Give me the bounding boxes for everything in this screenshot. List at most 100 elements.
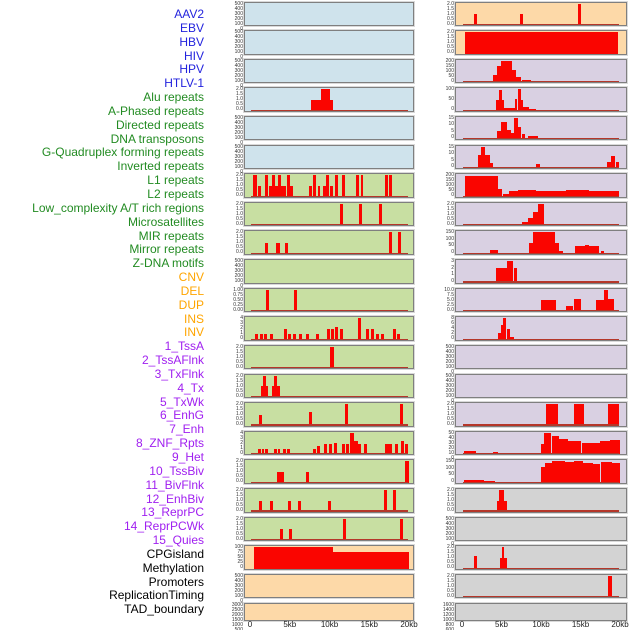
y-tick-value: 50 xyxy=(448,429,454,436)
track-label-l1-repeats: L1 repeats xyxy=(147,173,204,188)
track-label-directed-repeats: Directed repeats xyxy=(115,117,204,132)
y-tick-value: 1.0 xyxy=(447,411,454,418)
track-label-7-enh: 7_Enh xyxy=(169,422,204,437)
y-axis-ticks-z-dna-motifs: 2.0 1.5 1.0 0.5 0.0 xyxy=(223,516,243,541)
signal-bar xyxy=(574,299,581,312)
y-tick-value: 2500 xyxy=(231,606,243,613)
signal-bar xyxy=(258,414,263,426)
y-tick-value: 0.0 xyxy=(447,306,454,313)
y-tick-value: 0.5 xyxy=(447,502,454,509)
zero-baseline xyxy=(463,252,619,254)
signal-bar xyxy=(405,443,409,455)
y-tick-value: 4 xyxy=(451,325,454,332)
zero-baseline xyxy=(251,310,408,312)
y-tick-value: 200 xyxy=(445,387,454,394)
x-axis-tick-15kb: 15kb xyxy=(571,620,590,629)
y-tick-value: 1.0 xyxy=(236,353,243,360)
signal-bar xyxy=(389,175,393,197)
y-tick-value: 100 xyxy=(445,235,454,242)
signal-bar xyxy=(262,375,267,398)
signal-bar xyxy=(574,404,584,426)
y-tick-value: 200 xyxy=(234,587,243,594)
signal-bar xyxy=(289,529,293,541)
y-tick-value: 5.0 xyxy=(447,296,454,303)
y-tick-value: 0 xyxy=(240,25,243,32)
track-panel-hiv: 2.0 1.5 1.0 0.5 0.0 xyxy=(236,87,414,112)
y-tick-value: 20 xyxy=(448,444,454,451)
y-tick-value: 7.5 xyxy=(447,291,454,298)
y-tick-value: 300 xyxy=(445,353,454,360)
signal-bar xyxy=(474,14,478,25)
y-tick-value: 1.5 xyxy=(236,492,243,499)
y-tick-value: 100 xyxy=(445,182,454,189)
y-tick-value: 1 xyxy=(240,330,243,337)
track-panel-cnv: 100 75 50 25 0 xyxy=(235,545,414,570)
zero-baseline xyxy=(463,224,619,226)
signal-bar xyxy=(601,250,605,254)
y-tick-value: 0 xyxy=(240,283,243,290)
signal-bar xyxy=(305,334,310,340)
y-tick-value: 0.5 xyxy=(236,101,243,108)
signal-bar xyxy=(507,261,514,283)
y-tick-value: 100 xyxy=(445,535,454,542)
y-tick-value: 0 xyxy=(451,163,454,170)
y-tick-value: 0.0 xyxy=(447,20,454,27)
zero-baseline xyxy=(463,596,619,598)
signal-bar xyxy=(340,203,344,226)
signal-bar xyxy=(513,268,517,283)
track-panel-l1-repeats: 2.0 1.5 1.0 0.5 0.0 xyxy=(236,344,414,370)
y-tick-value: 0.0 xyxy=(236,507,243,514)
zero-baseline xyxy=(463,281,619,283)
y-tick-value: 2.0 xyxy=(236,172,243,179)
y-tick-value: 300 xyxy=(445,382,454,389)
y-tick-value: 200 xyxy=(234,15,243,22)
zero-baseline xyxy=(251,224,408,226)
y-tick-value: 0 xyxy=(240,54,243,61)
y-tick-value: 2.0 xyxy=(447,29,454,36)
y-tick-value: 50 xyxy=(237,554,243,561)
signal-bar xyxy=(277,472,285,483)
signal-bar xyxy=(504,557,508,569)
y-tick-value: 300 xyxy=(234,67,243,74)
y-tick-value: 50 xyxy=(448,471,454,478)
track-label-8-znf-rpts: 8_ZNF_Rpts xyxy=(135,436,204,451)
zero-baseline xyxy=(463,23,619,25)
y-tick-value: 1600 xyxy=(442,601,454,608)
y-tick-value: 1.0 xyxy=(236,96,243,103)
signal-bar xyxy=(515,99,518,111)
track-label-inverted-repeats: Inverted repeats xyxy=(117,159,204,174)
y-tick-value: 1 xyxy=(451,271,454,278)
y-tick-value: 0.00 xyxy=(233,306,243,313)
y-tick-value: 0.0 xyxy=(447,421,454,428)
y-tick-value: 1.5 xyxy=(447,406,454,413)
zero-baseline xyxy=(463,195,619,197)
signal-bar xyxy=(611,462,621,483)
signal-bar xyxy=(399,518,403,541)
signal-bar xyxy=(522,222,528,226)
y-tick-value: 1.5 xyxy=(236,91,243,98)
signal-bar xyxy=(324,443,328,455)
y-tick-value: 2.0 xyxy=(447,487,454,494)
zero-baseline xyxy=(463,138,619,140)
signal-bar xyxy=(359,203,363,226)
track-label-15-quies: 15_Quies xyxy=(152,533,204,548)
signal-bar xyxy=(287,500,291,512)
signal-bar xyxy=(559,250,563,254)
track-panel-tad-boundary: 16001400120010008006004002000 xyxy=(443,602,627,630)
track-panel-directed-repeats: 2.0 1.5 1.0 0.5 0.0 xyxy=(236,230,414,255)
y-tick-value: 2.0 xyxy=(447,572,454,579)
y-tick-value: 100 xyxy=(234,49,243,56)
track-panel-a-phased-repeats: 2.0 1.5 1.0 0.5 0.0 xyxy=(236,201,414,227)
signal-bar xyxy=(513,117,519,140)
signal-bar xyxy=(552,461,565,483)
signal-bar xyxy=(538,203,544,226)
signal-bar xyxy=(592,463,601,483)
signal-bar xyxy=(499,490,504,512)
y-tick-value: 500 xyxy=(234,29,243,36)
signal-bar xyxy=(355,175,360,197)
zero-baseline xyxy=(251,195,408,197)
y-tick-value: 0.0 xyxy=(447,220,454,227)
y-tick-value: 800 xyxy=(445,621,454,628)
